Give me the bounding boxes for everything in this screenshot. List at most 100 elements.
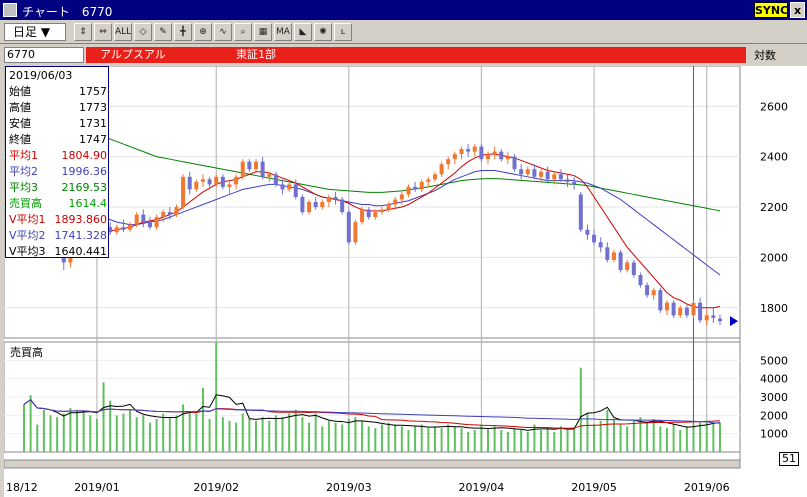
sync-button[interactable]: SYNC <box>754 2 789 18</box>
candle-body <box>479 146 484 160</box>
volume-bar <box>380 424 383 452</box>
volume-bar <box>56 417 59 452</box>
info-value: 1804.90 <box>61 149 108 162</box>
info-row: 平均1 1804.90 <box>9 148 107 164</box>
volume-bar <box>354 417 357 452</box>
candle-body <box>313 202 318 208</box>
cross-icon[interactable]: ╋ <box>174 23 192 41</box>
candle-body <box>254 161 258 170</box>
info-value: 1731 <box>79 117 107 130</box>
candle-body <box>552 174 557 180</box>
log-icon[interactable]: ʟ <box>334 23 352 41</box>
price-tick-label: 1800 <box>760 302 788 315</box>
candle-body <box>539 171 544 177</box>
x-axis-label: 2019/04 <box>459 481 505 494</box>
volume-bar <box>440 428 443 452</box>
3d-icon[interactable]: ◇ <box>134 23 152 41</box>
ma-icon[interactable]: MA <box>274 23 292 41</box>
stock-code-input[interactable]: 6770 <box>4 47 84 63</box>
info-label: 平均2 <box>9 165 38 178</box>
candle-shift-icon[interactable]: ⇔ <box>94 23 112 41</box>
volume-bar <box>453 426 456 452</box>
candle-body <box>194 181 199 190</box>
period-select[interactable]: 日足 ▼ <box>4 23 66 41</box>
candle-body <box>671 302 676 316</box>
scale-toggle[interactable]: 対数 <box>754 49 776 62</box>
candle-body <box>147 222 152 228</box>
info-row: V平均3 1640.441 <box>9 244 107 260</box>
volume-bar <box>168 417 171 452</box>
volume-bar <box>281 417 284 452</box>
x-axis-label: 2019/05 <box>571 481 617 494</box>
info-label: 平均1 <box>9 149 38 162</box>
volume-bar <box>526 431 529 452</box>
light-icon[interactable]: ✺ <box>314 23 332 41</box>
volume-bar <box>447 424 450 452</box>
candle-body <box>499 151 504 160</box>
all-icon[interactable]: ALL <box>114 23 132 41</box>
volume-bar <box>248 419 251 452</box>
price-volume-chart[interactable]: 2600 2400 2200 2000 1800 5000 4000 3000 2000 1000… <box>4 66 807 497</box>
info-row: 高値 1773 <box>9 100 107 116</box>
info-value: 1893.860 <box>54 213 108 226</box>
info-label: 始値 <box>9 85 31 98</box>
page-indicator[interactable]: 51 <box>779 452 799 466</box>
candle-body <box>698 302 703 321</box>
arrow-cross-icon[interactable]: ⊕ <box>194 23 212 41</box>
volume-bar <box>188 411 191 452</box>
candle-body <box>684 307 689 316</box>
grid-icon[interactable]: ▦ <box>254 23 272 41</box>
volume-bar <box>89 415 92 452</box>
volume-bar <box>506 431 509 452</box>
candle-body <box>432 174 437 180</box>
info-value: 1614.4 <box>68 197 108 210</box>
close-button[interactable]: x <box>790 2 805 18</box>
volume-bar <box>334 422 337 452</box>
candle-body <box>565 179 570 182</box>
candle-body <box>340 199 345 213</box>
volume-bar <box>679 430 682 452</box>
volume-bar <box>427 428 430 452</box>
info-label: 売買高 <box>9 197 42 210</box>
trend-icon[interactable]: ◣ <box>294 23 312 41</box>
volume-bar <box>487 428 489 452</box>
volume-bar <box>579 367 582 452</box>
volume-bar <box>115 415 118 452</box>
volume-bar <box>314 413 317 452</box>
volume-bar <box>480 424 483 452</box>
pen-icon[interactable]: ✎ <box>154 23 172 41</box>
candle-body <box>399 194 404 200</box>
volume-bar <box>228 420 231 452</box>
volume-bar <box>639 417 642 452</box>
candle-body <box>512 156 517 170</box>
info-label: 平均3 <box>9 181 38 194</box>
volume-bar <box>341 424 344 452</box>
wave-icon[interactable]: ∿ <box>214 23 232 41</box>
volume-tick-label: 3000 <box>760 391 788 404</box>
candle-body <box>439 164 444 175</box>
volume-bar <box>606 409 609 452</box>
candle-icon[interactable]: ⇕ <box>74 23 92 41</box>
market-name: 東証1部 <box>236 48 276 61</box>
candle-body <box>154 217 159 228</box>
volume-bar <box>29 395 32 452</box>
candle-body <box>664 302 669 311</box>
volume-bar <box>255 420 257 452</box>
info-row: 安値 1731 <box>9 116 107 132</box>
info-label: V平均3 <box>9 245 46 258</box>
candle-body <box>326 196 331 202</box>
candle-body <box>373 212 378 218</box>
candle-body <box>181 176 186 208</box>
candle-body <box>572 181 577 185</box>
zoom-icon[interactable]: ⌕ <box>234 23 252 41</box>
volume-bar <box>540 430 543 452</box>
candle-body <box>638 275 643 286</box>
volume-bar <box>599 420 602 452</box>
x-axis-label: 18/12 <box>6 481 38 494</box>
candle-body <box>333 196 338 200</box>
candle-body <box>592 234 597 243</box>
volume-bar <box>400 426 403 452</box>
chart-area[interactable]: 2600 2400 2200 2000 1800 5000 4000 3000 2000 1000… <box>4 66 807 497</box>
volume-bar <box>394 424 397 452</box>
candle-body <box>618 252 623 270</box>
